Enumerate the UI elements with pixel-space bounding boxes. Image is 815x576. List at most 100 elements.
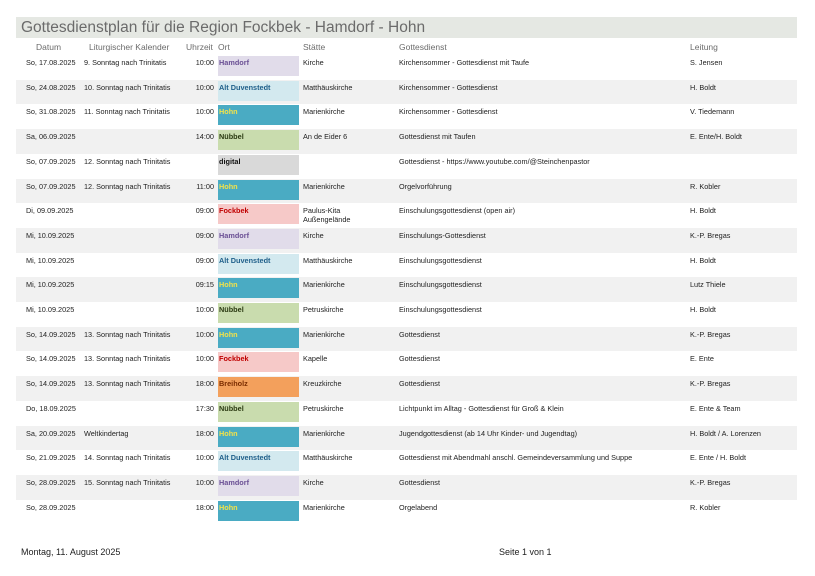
header-gottesdienst: Gottesdienst: [399, 42, 447, 52]
header-staette: Stätte: [303, 42, 326, 52]
header-kalender: Liturgischer Kalender: [89, 42, 170, 52]
cell-gottesdienst: Gottesdienst mit Taufen: [399, 132, 476, 142]
cell-uhrzeit: 14:00: [195, 132, 214, 142]
cell-gottesdienst: Kirchensommer - Gottesdienst: [399, 82, 498, 92]
cell-leitung: H. Boldt: [690, 255, 716, 265]
cell-staette: Kreuzkirche: [303, 379, 342, 389]
cell-leitung: H. Boldt: [690, 82, 716, 92]
cell-ort: Alt Duvenstedt: [218, 253, 299, 274]
cell-gottesdienst: Kirchensommer - Gottesdienst: [399, 107, 498, 117]
cell-ort: Hohn: [218, 105, 299, 126]
cell-datum: Sa, 20.09.2025: [26, 428, 76, 438]
cell-datum: So, 07.09.2025: [26, 156, 76, 166]
cell-gottesdienst: Gottesdienst mit Abendmahl anschl. Gemei…: [399, 453, 633, 463]
cell-kalender: 15. Sonntag nach Trinitatis: [84, 477, 171, 487]
cell-uhrzeit: 10:00: [195, 354, 214, 364]
cell-datum: Mi, 10.09.2025: [26, 305, 75, 314]
table-row: So, 14.09.2025 13. Sonntag nach Trinitati…: [16, 326, 797, 352]
cell-datum: So, 07.09.2025: [26, 181, 76, 191]
footer-page: Seite 1 von 1: [499, 547, 552, 557]
cell-gottesdienst: Gottesdienst: [399, 329, 440, 339]
cell-uhrzeit: 09:00: [195, 255, 214, 265]
cell-uhrzeit: 09:00: [195, 230, 214, 240]
cell-datum: So, 17.08.2025: [26, 58, 76, 67]
cell-datum: Di, 09.09.2025: [26, 206, 74, 216]
cell-staette: Matthäuskirche: [303, 82, 353, 92]
cell-kalender: 13. Sonntag nach Trinitatis: [84, 329, 171, 339]
cell-datum: Do, 18.09.2025: [26, 403, 76, 413]
cell-leitung: E. Ente / H. Boldt: [690, 453, 746, 463]
table-row: So, 24.08.2025 10. Sonntag nach Trinitati…: [16, 79, 797, 105]
cell-leitung: H. Boldt: [690, 206, 716, 216]
cell-kalender: Weltkindertag: [84, 428, 129, 438]
table-row: Di, 09.09.2025 09:00 Paulus-Kita Außengelä…: [16, 203, 797, 228]
cell-gottesdienst: Einschulungs-Gottesdienst: [399, 230, 486, 240]
cell-uhrzeit: 10:00: [195, 82, 214, 92]
header-ort: Ort: [218, 42, 230, 52]
cell-datum: So, 28.09.2025: [26, 502, 76, 512]
cell-gottesdienst: Orgelabend: [399, 502, 438, 512]
cell-leitung: Lutz Thiele: [690, 280, 726, 290]
cell-leitung: R. Kobler: [690, 502, 721, 512]
cell-datum: Mi, 10.09.2025: [26, 255, 75, 265]
cell-datum: So, 24.08.2025: [26, 82, 76, 92]
cell-leitung: E. Ente: [690, 354, 714, 364]
cell-ort: Hohn: [218, 179, 299, 200]
cell-ort: Nübbel: [218, 303, 299, 323]
cell-datum: So, 28.09.2025: [26, 477, 76, 487]
table-row: Mi, 10.09.2025 09:00 Kirche Einschulungs-Go…: [16, 227, 797, 253]
cell-staette: Kapelle: [303, 354, 328, 364]
cell-ort: Hamdorf: [218, 228, 299, 249]
cell-kalender: 13. Sonntag nach Trinitatis: [84, 379, 171, 389]
page-title: Gottesdienstplan für die Region Fockbek …: [16, 17, 797, 38]
cell-kalender: 9. Sonntag nach Trinitatis: [84, 58, 167, 67]
table-row: So, 31.08.2025 11. Sonntag nach Trinitati…: [16, 104, 797, 129]
cell-leitung: V. Tiedemann: [690, 107, 735, 117]
table-row: So, 14.09.2025 13. Sonntag nach Trinitati…: [16, 351, 797, 376]
cell-kalender: 11. Sonntag nach Trinitatis: [84, 107, 170, 117]
cell-gottesdienst: Einschulungsgottesdienst: [399, 255, 482, 265]
cell-datum: Sa, 06.09.2025: [26, 132, 76, 142]
cell-uhrzeit: 09:00: [195, 206, 214, 216]
cell-ort: Hohn: [218, 500, 299, 521]
cell-uhrzeit: 10:00: [195, 329, 214, 339]
table-row: Mi, 10.09.2025 09:00 Matthäuskirche Einschu…: [16, 253, 797, 278]
table-row: So, 07.09.2025 12. Sonntag nach Trinitati…: [16, 178, 797, 204]
cell-uhrzeit: 18:00: [195, 502, 214, 512]
cell-kalender: 12. Sonntag nach Trinitatis: [84, 156, 171, 166]
cell-ort: Alt Duvenstedt: [218, 451, 299, 472]
cell-ort: digital: [218, 154, 299, 175]
table-row: So, 14.09.2025 13. Sonntag nach Trinitati…: [16, 376, 797, 401]
cell-ort: Alt Duvenstedt: [218, 80, 299, 101]
cell-datum: Mi, 10.09.2025: [26, 280, 75, 290]
cell-staette: Kirche: [303, 58, 324, 67]
cell-staette: Matthäuskirche: [303, 453, 353, 463]
cell-gottesdienst: Einschulungsgottesdienst (open air): [399, 206, 516, 216]
cell-staette: Marienkirche: [303, 502, 345, 512]
cell-ort: Breiholz: [218, 377, 299, 398]
cell-ort: Nübbel: [218, 401, 299, 422]
cell-leitung: E. Ente/H. Boldt: [690, 132, 742, 142]
cell-datum: So, 21.09.2025: [26, 453, 76, 463]
cell-gottesdienst: Orgelvorführung: [399, 181, 452, 191]
table-row: So, 07.09.2025 12. Sonntag nach Trinitati…: [16, 154, 797, 179]
cell-gottesdienst: Gottesdienst - https://www.youtube.com/@…: [399, 156, 590, 166]
table-row: So, 21.09.2025 14. Sonntag nach Trinitati…: [16, 450, 797, 475]
cell-uhrzeit: 10:00: [195, 477, 214, 487]
cell-ort: Hamdorf: [218, 56, 299, 76]
cell-leitung: K.-P. Bregas: [690, 329, 731, 339]
cell-gottesdienst: Einschulungsgottesdienst: [399, 305, 482, 314]
cell-uhrzeit: 11:00: [196, 181, 214, 191]
cell-staette: Marienkirche: [303, 329, 345, 339]
cell-leitung: K.-P. Bregas: [690, 230, 731, 240]
cell-uhrzeit: 09:15: [195, 280, 214, 290]
header-leitung: Leitung: [690, 42, 718, 52]
cell-leitung: E. Ente & Team: [690, 403, 741, 413]
cell-staette: Marienkirche: [303, 280, 345, 290]
cell-ort: Hamdorf: [218, 475, 299, 496]
cell-leitung: K.-P. Bregas: [690, 477, 731, 487]
cell-uhrzeit: 10:00: [195, 305, 214, 314]
cell-uhrzeit: 10:00: [195, 58, 214, 67]
cell-gottesdienst: Kirchensommer - Gottesdienst mit Taufe: [399, 58, 530, 67]
cell-staette: Paulus-Kita Außengelände: [303, 206, 351, 225]
